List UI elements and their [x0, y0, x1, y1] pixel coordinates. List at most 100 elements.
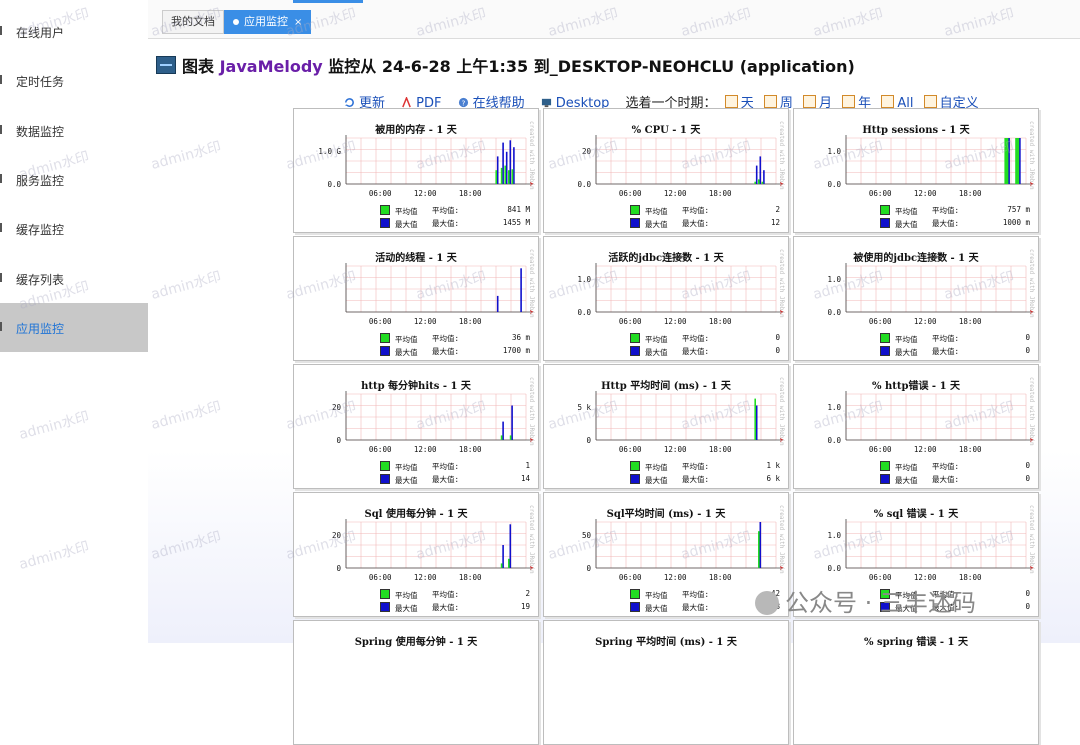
- chart-panel[interactable]: http 每分钟hits - 1 天 20 0 06:00 12:00 18:00 crea…: [293, 364, 539, 489]
- x-tick-label: 18:00: [459, 445, 482, 454]
- axis-arrow-icon: [530, 438, 534, 442]
- axis-arrow-icon: [780, 310, 784, 314]
- legend-max: 最大值 最大值: 1700 m: [380, 346, 530, 358]
- sidebar-item-cache-monitor[interactable]: 缓存监控: [0, 204, 148, 253]
- chart-bar: [1004, 138, 1009, 184]
- y-tick-label: 0.0: [827, 180, 841, 189]
- period-all[interactable]: All: [881, 95, 913, 111]
- side-credit: created with JRobin: [778, 249, 785, 318]
- tab-label: 我的文档: [171, 15, 215, 28]
- legend-name: 最大值: [395, 476, 418, 485]
- legend-swatch: [880, 602, 890, 612]
- legend-stat-label: 最大值:: [432, 603, 460, 612]
- sidebar-item-app-monitor[interactable]: 应用监控: [0, 303, 148, 352]
- chart-panel[interactable]: 被用的内存 - 1 天 1.0 G 0.0 06:00 12:00 18:00 create…: [293, 108, 539, 233]
- chart-panel[interactable]: Spring 使用每分钟 - 1 天: [293, 620, 539, 745]
- legend-swatch: [380, 218, 390, 228]
- x-tick-label: 12:00: [664, 317, 687, 326]
- y-tick-label: 20: [332, 403, 342, 412]
- chart-panel[interactable]: % sql 错误 - 1 天 1.0 0.0 06:00 12:00 18:00 creat…: [793, 492, 1039, 617]
- period-year[interactable]: 年: [842, 95, 871, 111]
- period-label: 选着一个时期：: [625, 96, 717, 111]
- period-month[interactable]: 月: [803, 95, 832, 111]
- chart-panel[interactable]: Http sessions - 1 天 1.0 0.0 06:00 12:00 18:00…: [793, 108, 1039, 233]
- sidebar-item-cache-list[interactable]: 缓存列表: [0, 254, 148, 303]
- legend-name: 最大值: [895, 604, 918, 613]
- chart-panel[interactable]: Sql平均时间 (ms) - 1 天 50 0 06:00 12:00 18:00 crea…: [543, 492, 789, 617]
- x-tick-label: 06:00: [619, 573, 642, 582]
- chart-bar: [500, 435, 503, 440]
- x-tick-label: 06:00: [369, 573, 392, 582]
- legend-stat-label: 平均值:: [932, 334, 960, 343]
- sidebar: 在线用户 定时任务 数据监控 服务监控 缓存监控 缓存列表 应用监控: [0, 0, 149, 643]
- chart-bar: [502, 142, 504, 184]
- legend-swatch: [380, 461, 390, 471]
- legend-name: 最大值: [645, 220, 668, 229]
- bullet-icon: [0, 223, 2, 232]
- x-tick-label: 06:00: [619, 317, 642, 326]
- chart-panel[interactable]: % CPU - 1 天 20 0.0 06:00 12:00 18:00 created w…: [543, 108, 789, 233]
- chart-bar: [509, 140, 512, 184]
- legend-avg: 平均值 平均值: 42: [630, 589, 780, 601]
- chart-bar: [759, 156, 762, 184]
- chart-panel[interactable]: % spring 错误 - 1 天: [793, 620, 1039, 745]
- legend-stat-value: 757 m: [1007, 205, 1030, 214]
- sidebar-item-scheduled-tasks[interactable]: 定时任务: [0, 56, 148, 105]
- desktop-label: Desktop: [555, 96, 610, 111]
- legend-max: 最大值 最大值: 12: [630, 218, 780, 230]
- y-tick-label: 0: [336, 436, 341, 445]
- period-custom[interactable]: 自定义: [923, 95, 979, 111]
- y-tick-label: 50: [582, 531, 592, 540]
- sidebar-item-online-users[interactable]: 在线用户: [0, 7, 148, 56]
- legend-stat-value: 0: [1025, 474, 1030, 483]
- sidebar-item-server-monitor[interactable]: 服务监控: [0, 155, 148, 204]
- x-tick-label: 12:00: [914, 573, 937, 582]
- svg-text:?: ?: [461, 98, 465, 107]
- sidebar-item-data-monitor[interactable]: 数据监控: [0, 106, 148, 155]
- legend-max: 最大值 最大值: 1455 M: [380, 218, 530, 230]
- chart-panel[interactable]: 被使用的jdbc连接数 - 1 天 1.0 0.0 06:00 12:00 18:00 cr…: [793, 236, 1039, 361]
- x-tick-label: 06:00: [619, 445, 642, 454]
- x-tick-label: 18:00: [959, 189, 982, 198]
- desktop-link[interactable]: Desktop: [541, 96, 610, 111]
- chart-panel[interactable]: Http 平均时间 (ms) - 1 天 5 k 0 06:00 12:00 18:00 c…: [543, 364, 789, 489]
- legend-max: 最大值 最大值: 0: [880, 602, 1030, 614]
- legend-swatch: [630, 474, 640, 484]
- bullet-icon: [0, 174, 2, 183]
- chart-panel[interactable]: Sql 使用每分钟 - 1 天 20 0 06:00 12:00 18:00 created…: [293, 492, 539, 617]
- chart-panel[interactable]: % http错误 - 1 天 1.0 0.0 06:00 12:00 18:00 creat…: [793, 364, 1039, 489]
- legend-avg: 平均值 平均值: 2: [630, 205, 780, 217]
- x-tick-label: 06:00: [869, 573, 892, 582]
- sidebar-item-label: 在线用户: [16, 26, 65, 40]
- tab-app-monitor[interactable]: 应用监控 ×: [224, 10, 312, 34]
- legend-stat-label: 最大值:: [432, 347, 460, 356]
- chart-panel[interactable]: 活跃的jdbc连接数 - 1 天 1.0 0.0 06:00 12:00 18:00 cre…: [543, 236, 789, 361]
- close-icon[interactable]: ×: [294, 17, 303, 28]
- chart-panel[interactable]: Spring 平均时间 (ms) - 1 天: [543, 620, 789, 745]
- chart-plot: 5 k 0 06:00 12:00 18:00 created with JRobin: [577, 377, 785, 454]
- pdf-link[interactable]: PDF: [401, 96, 441, 111]
- legend-swatch: [630, 346, 640, 356]
- period-week[interactable]: 周: [763, 95, 793, 111]
- legend-stat-value: 1 k: [766, 461, 780, 470]
- chart-plot: 1.0 0.0 06:00 12:00 18:00 created with JRobin: [827, 249, 1035, 326]
- chart-plot: 06:00 12:00 18:00 created with JRobin: [345, 249, 535, 326]
- y-tick-label: 1.0: [577, 275, 591, 284]
- legend-stat-value: 36 m: [511, 333, 530, 342]
- legend-stat-label: 最大值:: [682, 603, 710, 612]
- period-day[interactable]: 天: [724, 95, 754, 111]
- sidebar-item-label: 定时任务: [16, 75, 65, 89]
- refresh-link[interactable]: 更新: [344, 96, 385, 111]
- chart-title: 活动的线程 - 1 天: [375, 253, 457, 264]
- legend-name: 平均值: [895, 591, 918, 600]
- chart-panel[interactable]: 活动的线程 - 1 天 06:00 12:00 18:00 created with J…: [293, 236, 539, 361]
- legend-stat-value: 0: [1025, 461, 1030, 470]
- tab-my-documents[interactable]: 我的文档: [162, 10, 224, 34]
- x-tick-label: 18:00: [709, 317, 732, 326]
- legend-swatch: [880, 474, 890, 484]
- legend-swatch: [380, 474, 390, 484]
- pdf-label: PDF: [416, 96, 442, 111]
- legend-swatch: [380, 589, 390, 599]
- chart-title: Sql 使用每分钟 - 1 天: [364, 509, 468, 520]
- help-link[interactable]: ? 在线帮助: [458, 96, 525, 111]
